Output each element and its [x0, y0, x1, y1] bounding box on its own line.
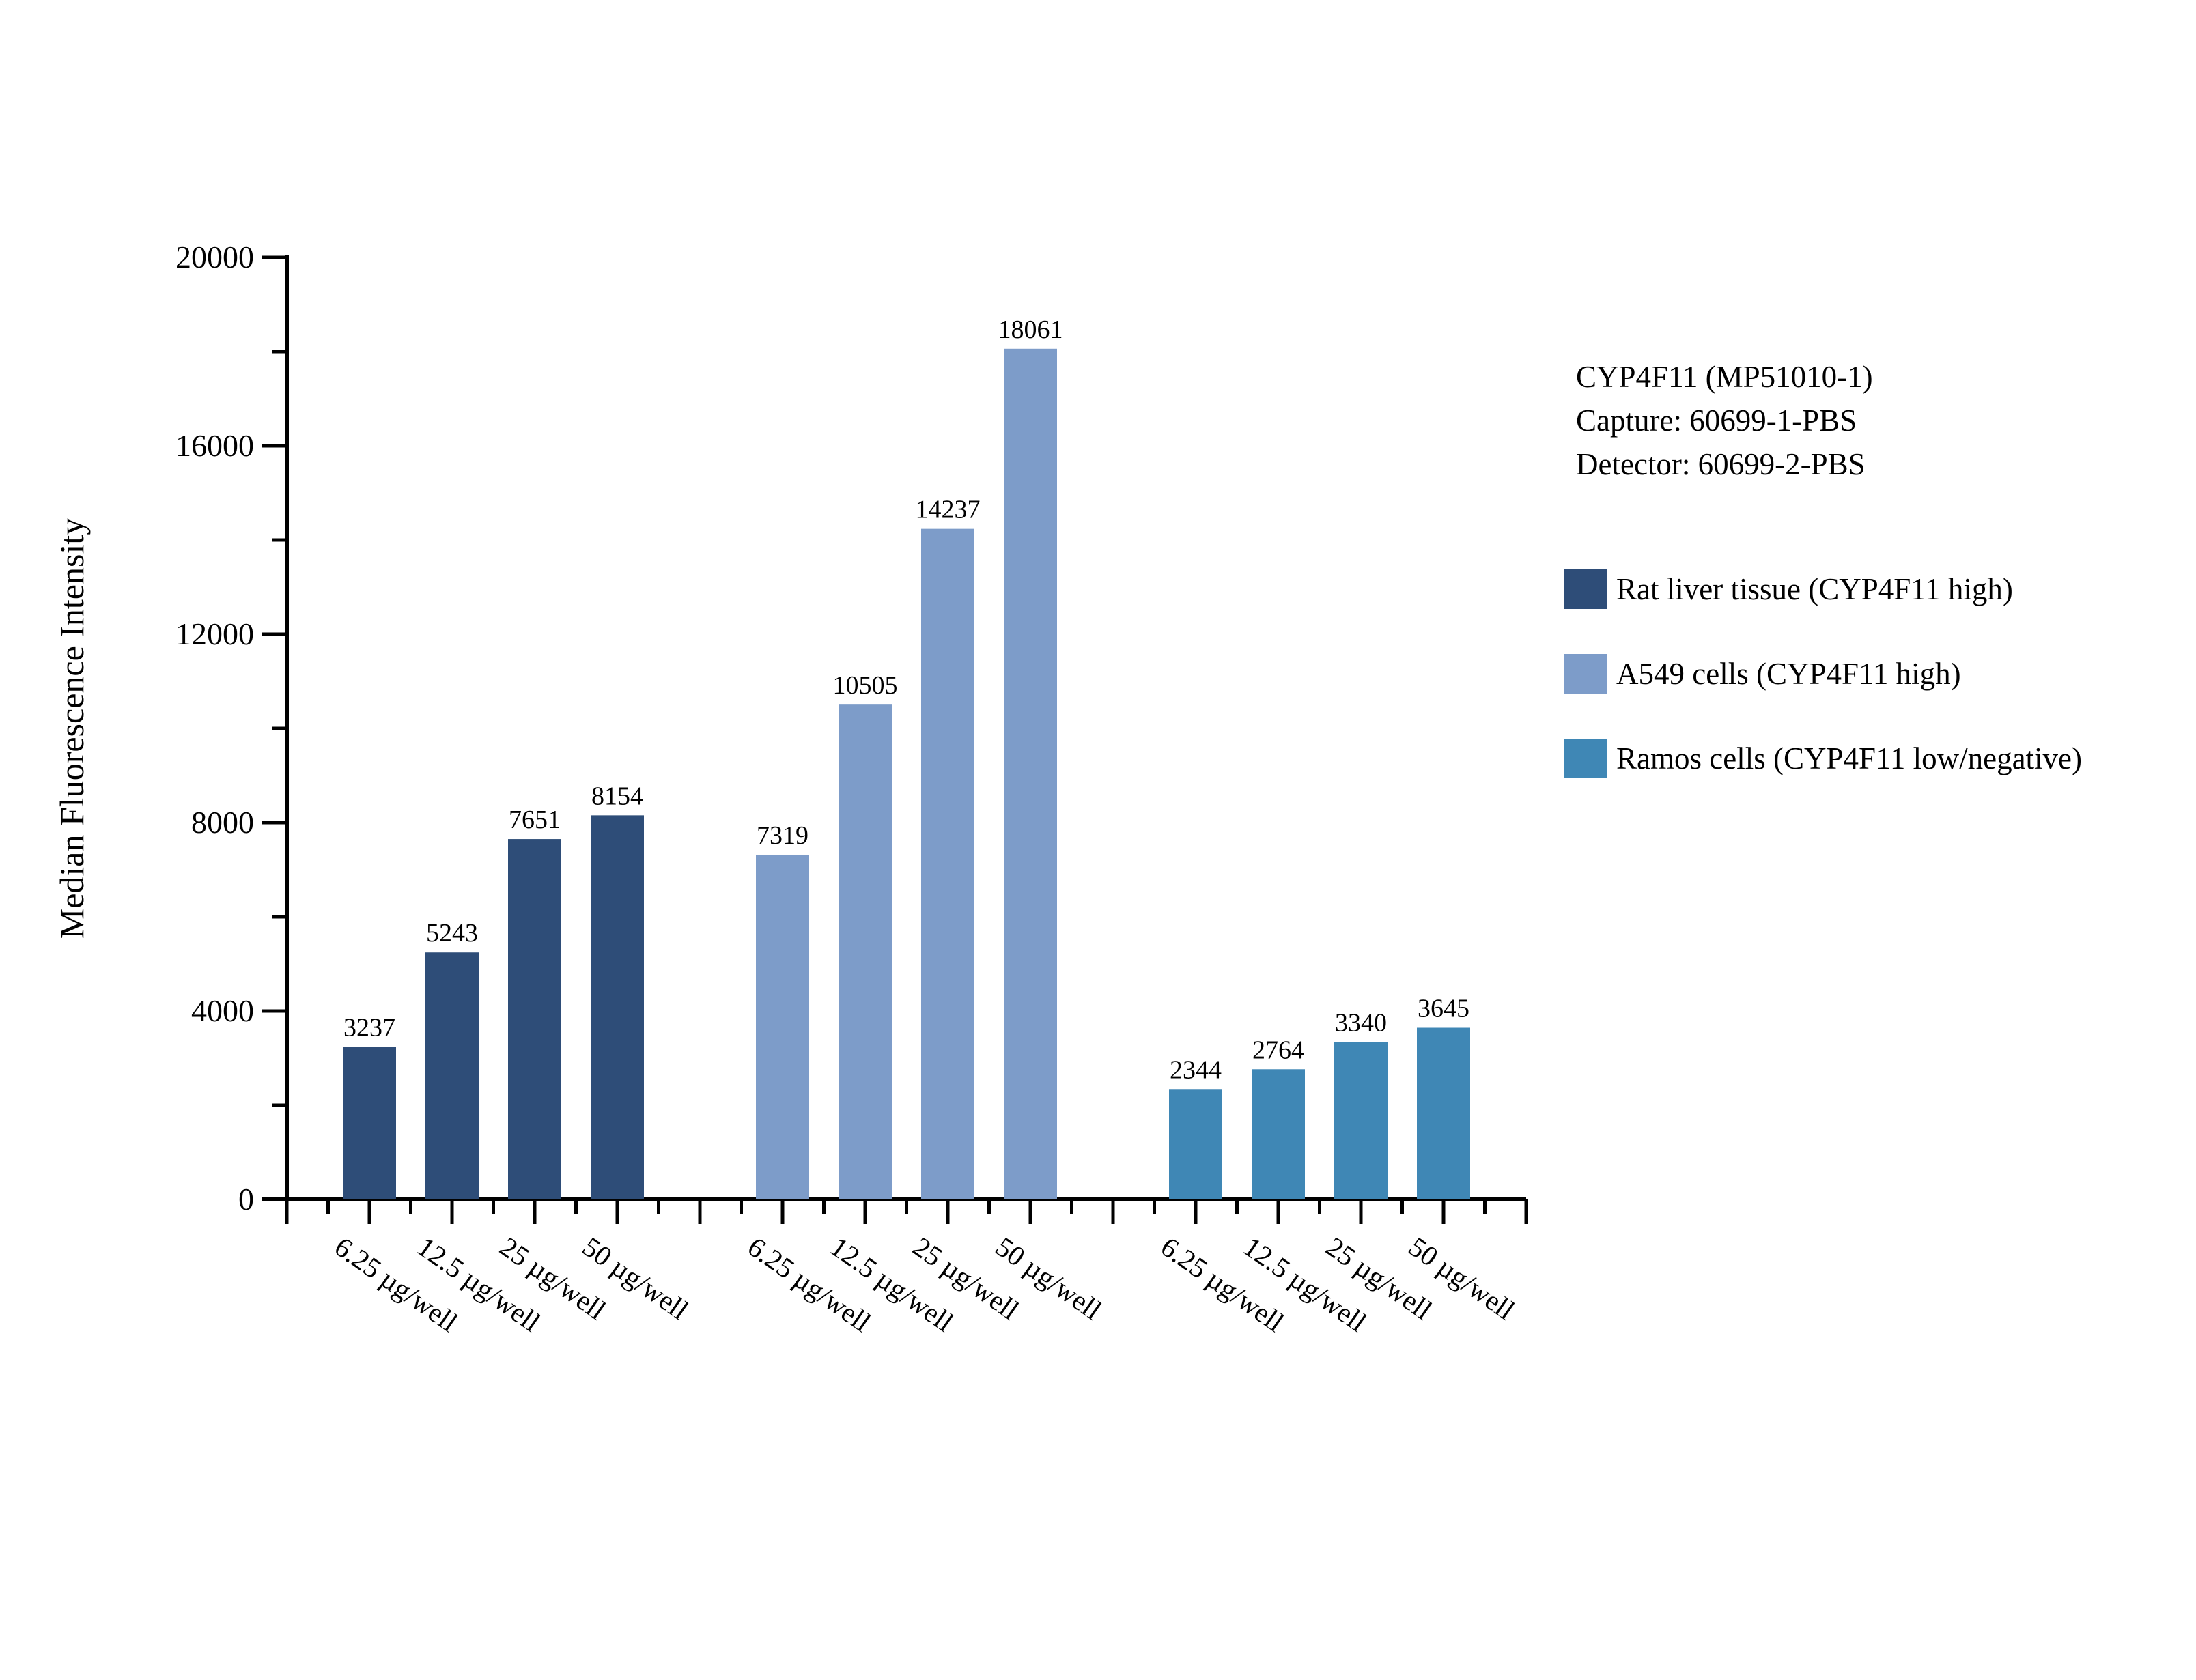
annotation-block: CYP4F11 (MP51010-1) Capture: 60699-1-PBS… [1576, 355, 1873, 486]
bar-value-label: 8154 [591, 782, 643, 810]
bar [839, 704, 892, 1199]
bar-value-label: 18061 [998, 315, 1063, 344]
bar-value-label: 10505 [833, 671, 898, 700]
legend-swatch-series2 [1564, 654, 1607, 694]
bar-value-label: 14237 [916, 496, 981, 524]
bar [343, 1047, 396, 1199]
legend-item: A549 cells (CYP4F11 high) [1564, 654, 2082, 694]
y-axis-title: Median Fluorescence Intensity [53, 518, 91, 939]
bar-value-label: 2344 [1170, 1055, 1222, 1084]
bar-value-label: 5243 [426, 919, 478, 948]
y-tick-label: 4000 [191, 993, 254, 1028]
y-tick-label: 16000 [175, 428, 254, 463]
bar [1252, 1069, 1305, 1199]
legend-item: Ramos cells (CYP4F11 low/negative) [1564, 739, 2082, 778]
legend-label: A549 cells (CYP4F11 high) [1616, 657, 1961, 691]
annotation-line: CYP4F11 (MP51010-1) [1576, 360, 1873, 394]
bar [1004, 348, 1057, 1199]
bar-value-label: 3340 [1335, 1009, 1387, 1038]
y-tick-label: 0 [238, 1182, 254, 1216]
legend-item: Rat liver tissue (CYP4F11 high) [1564, 569, 2082, 609]
bar [1334, 1042, 1388, 1199]
y-tick-label: 8000 [191, 805, 254, 840]
annotation-line: Capture: 60699-1-PBS [1576, 403, 1857, 438]
bar-value-label: 3237 [343, 1014, 395, 1042]
bar-value-label: 3645 [1418, 994, 1469, 1023]
legend-swatch-series3 [1564, 739, 1607, 778]
legend-label: Ramos cells (CYP4F11 low/negative) [1616, 741, 2083, 775]
bar [1169, 1089, 1222, 1199]
bar [508, 839, 561, 1199]
bar [591, 815, 644, 1199]
bar-value-label: 7651 [509, 806, 561, 834]
y-tick-label: 20000 [175, 240, 254, 274]
annotation-line: Detector: 60699-2-PBS [1576, 447, 1866, 481]
bar [921, 528, 974, 1199]
y-tick-label: 12000 [175, 616, 254, 651]
bar [756, 854, 809, 1199]
bar [1417, 1027, 1470, 1199]
bar-value-label: 7319 [757, 821, 808, 850]
bar [425, 952, 479, 1199]
bar-value-label: 2764 [1252, 1036, 1304, 1064]
legend: Rat liver tissue (CYP4F11 high) A549 cel… [1564, 569, 2082, 823]
legend-label: Rat liver tissue (CYP4F11 high) [1616, 572, 2013, 606]
legend-swatch-series1 [1564, 569, 1607, 609]
